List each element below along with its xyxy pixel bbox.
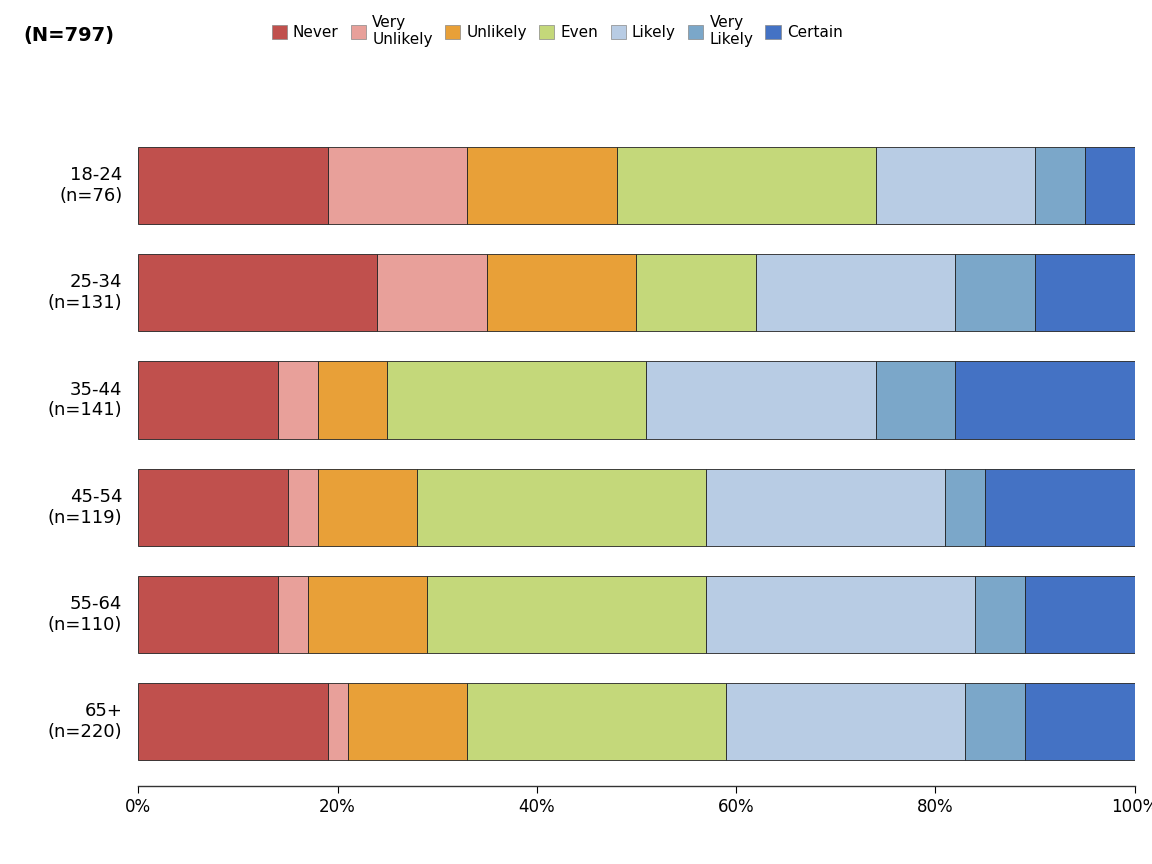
Bar — [138, 254, 378, 331]
Bar — [965, 683, 1025, 760]
Bar — [946, 468, 985, 546]
Bar — [138, 576, 278, 653]
Bar — [288, 468, 318, 546]
Bar — [278, 361, 318, 439]
Bar — [616, 147, 876, 224]
Bar — [467, 683, 726, 760]
Bar — [706, 576, 976, 653]
Bar — [976, 576, 1025, 653]
Bar — [985, 468, 1135, 546]
Bar — [756, 254, 955, 331]
Bar — [876, 361, 955, 439]
Bar — [278, 576, 308, 653]
Bar — [138, 361, 278, 439]
Legend: Never, Very
Unlikely, Unlikely, Even, Likely, Very
Likely, Certain: Never, Very Unlikely, Unlikely, Even, Li… — [265, 9, 849, 54]
Bar — [378, 254, 487, 331]
Bar — [387, 361, 646, 439]
Bar — [138, 147, 327, 224]
Bar — [646, 361, 876, 439]
Bar — [138, 468, 288, 546]
Bar — [636, 254, 756, 331]
Bar — [308, 576, 427, 653]
Bar — [487, 254, 636, 331]
Bar — [348, 683, 467, 760]
Bar — [955, 361, 1135, 439]
Bar — [427, 576, 706, 653]
Bar — [876, 147, 1036, 224]
Bar — [318, 361, 387, 439]
Bar — [318, 468, 417, 546]
Bar — [1025, 576, 1135, 653]
Bar — [327, 147, 467, 224]
Bar — [327, 683, 348, 760]
Bar — [726, 683, 965, 760]
Text: (N=797): (N=797) — [23, 26, 114, 45]
Bar — [1025, 683, 1135, 760]
Bar — [955, 254, 1036, 331]
Bar — [417, 468, 706, 546]
Bar — [1085, 147, 1135, 224]
Bar — [138, 683, 327, 760]
Bar — [1036, 147, 1085, 224]
Bar — [1036, 254, 1135, 331]
Bar — [467, 147, 616, 224]
Bar — [706, 468, 946, 546]
